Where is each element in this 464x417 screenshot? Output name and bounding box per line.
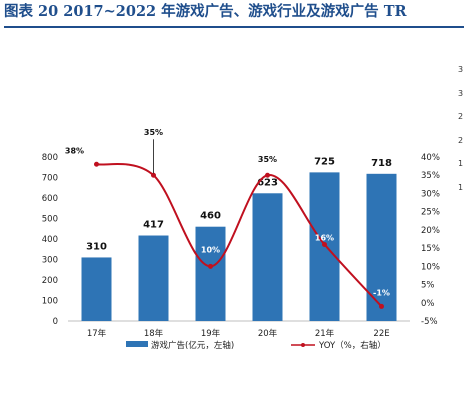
side-tick: 3 <box>458 66 464 74</box>
bar <box>81 257 112 321</box>
bar-value-label: 417 <box>143 220 164 231</box>
right-tick-label: 25% <box>421 208 440 218</box>
left-tick-label: 200 <box>42 276 58 286</box>
legend-line-marker <box>301 343 305 347</box>
side-tick: 2 <box>458 112 464 121</box>
left-tick-label: 800 <box>42 153 58 163</box>
right-tick-label: 10% <box>421 262 440 272</box>
bar-value-label: 623 <box>257 177 278 188</box>
yoy-value-label: 35% <box>144 128 163 137</box>
category-label: 20年 <box>258 328 278 339</box>
yoy-point <box>208 263 213 269</box>
side-tick: 1 <box>458 159 464 168</box>
figure-title: 图表 20 2017~2022 年游戏广告、游戏行业及游戏广告 TR <box>4 3 407 20</box>
right-tick-label: -5% <box>421 317 438 327</box>
left-tick-label: 400 <box>42 235 58 245</box>
right-tick-label: 40% <box>421 153 440 163</box>
category-label: 21年 <box>315 328 335 339</box>
bar <box>138 235 169 321</box>
bars <box>81 172 397 321</box>
left-tick-label: 500 <box>42 215 58 225</box>
right-tick-label: 35% <box>421 171 440 181</box>
side-tick: 3 <box>458 88 464 98</box>
side-tick: 1 <box>458 182 464 192</box>
clipped-adjacent-axis: 3 3 2 2 1 1 <box>458 66 464 196</box>
title-rule <box>4 26 464 28</box>
bar <box>252 193 283 321</box>
yoy-point <box>379 303 384 309</box>
yoy-value-label: 16% <box>315 233 334 242</box>
legend-bar-swatch <box>126 341 148 347</box>
yoy-value-label: 38% <box>65 146 84 155</box>
left-tick-label: 100 <box>42 297 58 307</box>
yoy-value-label: 10% <box>201 245 220 254</box>
yoy-point <box>94 161 99 167</box>
bar-value-label: 725 <box>314 156 335 167</box>
category-labels: 17年 18年 19年 20年 21年 22E <box>87 328 390 339</box>
left-tick-label: 0 <box>53 317 58 327</box>
right-axis-ticks: -5% 0% 5% 10% 15% 20% 25% 30% 35% 40% <box>421 153 440 327</box>
category-label: 17年 <box>87 328 107 339</box>
yoy-value-label: 35% <box>258 155 277 164</box>
side-tick: 2 <box>458 135 464 145</box>
left-axis-ticks: 0 100 200 300 400 500 600 700 800 <box>42 153 58 327</box>
category-label: 22E <box>373 329 389 339</box>
legend-line-label: YOY（%，右轴） <box>318 340 386 351</box>
yoy-point <box>265 172 270 178</box>
bar-value-label: 460 <box>200 211 221 222</box>
bar <box>366 173 397 321</box>
right-tick-label: 20% <box>421 226 440 236</box>
right-tick-label: 0% <box>421 299 435 309</box>
category-label: 18年 <box>144 328 164 339</box>
yoy-point <box>151 172 156 178</box>
yoy-markers <box>94 139 384 309</box>
bar-value-labels: 310 417 460 623 725 718 <box>86 156 392 252</box>
right-tick-label: 30% <box>421 189 440 199</box>
yoy-value-label: -1% <box>373 288 390 297</box>
left-tick-label: 700 <box>42 174 58 184</box>
bar-value-label: 718 <box>371 158 392 169</box>
yoy-value-labels: 38% 35% 10% 35% 16% -1% <box>65 128 390 297</box>
left-tick-label: 300 <box>42 256 58 266</box>
right-tick-label: 15% <box>421 244 440 254</box>
right-tick-label: 5% <box>421 281 435 291</box>
legend: 游戏广告(亿元，左轴) YOY（%，右轴） <box>126 340 386 351</box>
category-label: 19年 <box>201 328 221 339</box>
legend-bar-label: 游戏广告(亿元，左轴) <box>151 340 234 351</box>
yoy-point <box>322 241 327 247</box>
bar-value-label: 310 <box>86 241 107 252</box>
bar <box>195 226 226 321</box>
left-tick-label: 600 <box>42 194 58 204</box>
